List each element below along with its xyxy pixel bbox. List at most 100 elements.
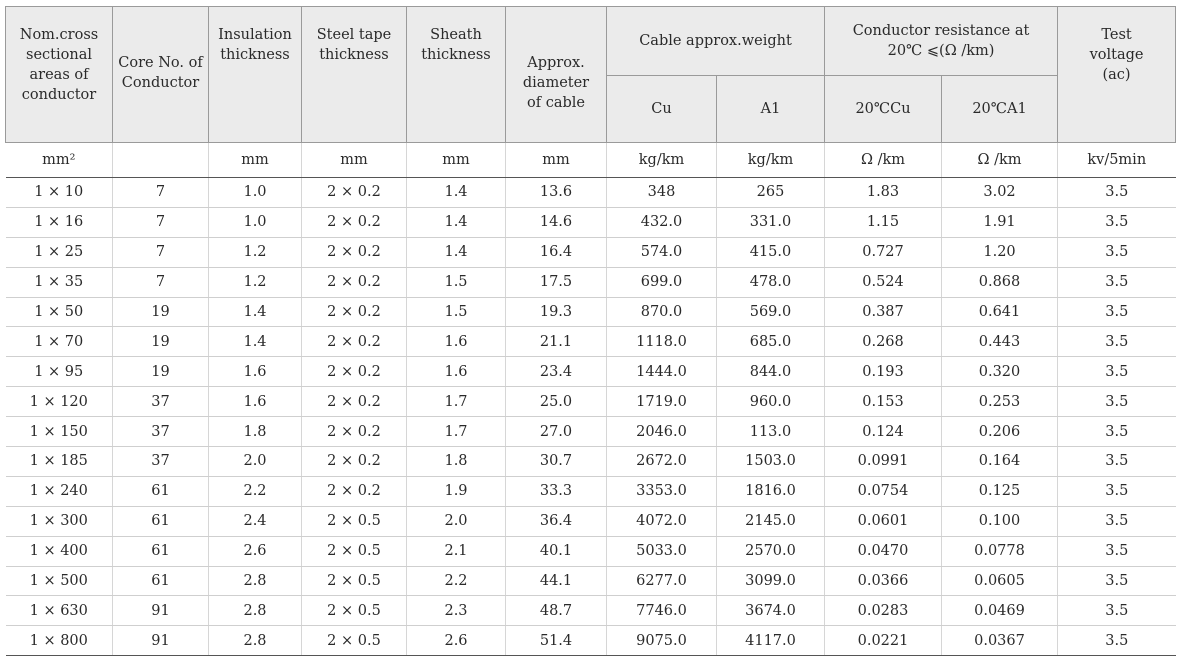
cell-sheath: 2.3: [406, 595, 506, 627]
cell-test-voltage: 3.5: [1057, 177, 1176, 208]
cell-weight-cu: 574.0: [606, 237, 717, 268]
cell-res-al: 0.253: [940, 386, 1058, 418]
table-header: Nom.cross sectional areas of conductor C…: [5, 6, 1177, 143]
unit-insulation: mm: [208, 142, 302, 178]
cell-res-cu: 0.0366: [824, 566, 942, 597]
unit-core-no: [112, 142, 209, 178]
cell-steel-tape: 2 × 0.2: [301, 297, 407, 328]
cell-nom-area: 1 × 70: [5, 326, 113, 358]
cell-weight-cu: 348: [606, 177, 717, 208]
cell-sheath: 2.0: [406, 506, 506, 537]
cell-diameter: 48.7: [505, 595, 607, 627]
cell-diameter: 30.7: [505, 446, 607, 477]
unit-diameter: mm: [505, 142, 607, 178]
cell-nom-area: 1 × 25: [5, 237, 113, 268]
cell-weight-al: 113.0: [716, 416, 825, 448]
cell-test-voltage: 3.5: [1057, 356, 1176, 388]
cell-sheath: 1.8: [406, 446, 506, 477]
cell-test-voltage: 3.5: [1057, 566, 1176, 597]
cell-steel-tape: 2 × 0.2: [301, 356, 407, 388]
cell-test-voltage: 3.5: [1057, 595, 1176, 627]
cell-weight-cu: 6277.0: [606, 566, 717, 597]
cell-nom-area: 1 × 35: [5, 267, 113, 298]
table-row: 1 × 400 61 2.6 2 × 0.5 2.1 40.1 5033.0 2570.0 0.…: [5, 536, 1176, 567]
header-res-al: 20℃A1: [940, 75, 1059, 143]
cell-weight-cu: 2046.0: [606, 416, 717, 448]
cell-insulation: 1.6: [208, 356, 302, 388]
cell-sheath: 1.6: [406, 326, 506, 358]
cell-weight-cu: 2672.0: [606, 446, 717, 477]
cell-test-voltage: 3.5: [1057, 297, 1176, 328]
cell-nom-area: 1 × 400: [5, 536, 113, 567]
cell-steel-tape: 2 × 0.5: [301, 595, 407, 627]
cell-insulation: 1.2: [208, 267, 302, 298]
cell-core-no: 61: [112, 506, 209, 537]
cell-test-voltage: 3.5: [1057, 237, 1176, 268]
cell-res-cu: 0.0283: [824, 595, 942, 627]
unit-weight-cu: kg/km: [606, 142, 717, 178]
cell-insulation: 2.6: [208, 536, 302, 567]
cell-sheath: 2.2: [406, 566, 506, 597]
cell-weight-cu: 432.0: [606, 207, 717, 238]
header-core-no: Core No. of Conductor: [112, 6, 209, 143]
cell-core-no: 7: [112, 207, 209, 238]
cell-res-cu: 1.15: [824, 207, 942, 238]
cell-nom-area: 1 × 10: [5, 177, 113, 208]
cell-weight-al: 331.0: [716, 207, 825, 238]
header-weight-al: A1: [716, 75, 825, 143]
cell-diameter: 21.1: [505, 326, 607, 358]
cell-insulation: 2.8: [208, 625, 302, 656]
table-row: 1 × 240 61 2.2 2 × 0.2 1.9 33.3 3353.0 1816.0 0.…: [5, 476, 1176, 507]
cell-res-al: 0.0469: [940, 595, 1058, 627]
cell-test-voltage: 3.5: [1057, 416, 1176, 448]
cell-insulation: 1.4: [208, 326, 302, 358]
unit-nom-area: mm²: [5, 142, 113, 178]
cell-res-al: 1.20: [940, 237, 1058, 268]
cell-core-no: 19: [112, 297, 209, 328]
cell-res-al: 0.206: [940, 416, 1058, 448]
cell-res-al: 1.91: [940, 207, 1058, 238]
cell-core-no: 61: [112, 536, 209, 567]
cell-weight-cu: 4072.0: [606, 506, 717, 537]
cell-test-voltage: 3.5: [1057, 506, 1176, 537]
cell-core-no: 19: [112, 326, 209, 358]
cell-diameter: 44.1: [505, 566, 607, 597]
cell-steel-tape: 2 × 0.5: [301, 536, 407, 567]
cell-weight-cu: 870.0: [606, 297, 717, 328]
cell-res-cu: 0.268: [824, 326, 942, 358]
cell-diameter: 19.3: [505, 297, 607, 328]
cell-weight-cu: 699.0: [606, 267, 717, 298]
table-row: 1 × 95 19 1.6 2 × 0.2 1.6 23.4 1444.0 844.0 0.19…: [5, 356, 1176, 388]
cell-nom-area: 1 × 185: [5, 446, 113, 477]
cell-nom-area: 1 × 120: [5, 386, 113, 418]
cell-diameter: 17.5: [505, 267, 607, 298]
data-rows: 1 × 10 7 1.0 2 × 0.2 1.4 13.6 348 265 1.83 3.02 3.…: [5, 177, 1176, 656]
cell-core-no: 91: [112, 625, 209, 656]
cell-diameter: 16.4: [505, 237, 607, 268]
cell-nom-area: 1 × 240: [5, 476, 113, 507]
cell-core-no: 19: [112, 356, 209, 388]
unit-res-cu: Ω /km: [824, 142, 942, 178]
cell-steel-tape: 2 × 0.5: [301, 625, 407, 656]
header-insulation: Insulation thickness: [208, 6, 302, 143]
cell-weight-al: 265: [716, 177, 825, 208]
cell-nom-area: 1 × 500: [5, 566, 113, 597]
cell-nom-area: 1 × 630: [5, 595, 113, 627]
header-steel-tape: Steel tape thickness: [301, 6, 407, 143]
cell-res-cu: 0.124: [824, 416, 942, 448]
cell-diameter: 14.6: [505, 207, 607, 238]
cell-weight-al: 3099.0: [716, 566, 825, 597]
table-row: 1 × 150 37 1.8 2 × 0.2 1.7 27.0 2046.0 113.0 0.1…: [5, 416, 1176, 448]
cell-weight-al: 960.0: [716, 386, 825, 418]
cell-res-al: 0.443: [940, 326, 1058, 358]
cell-steel-tape: 2 × 0.2: [301, 476, 407, 507]
cell-core-no: 7: [112, 177, 209, 208]
table-row: 1 × 300 61 2.4 2 × 0.5 2.0 36.4 4072.0 2145.0 0.…: [5, 506, 1176, 537]
cell-core-no: 37: [112, 386, 209, 418]
cell-weight-cu: 1444.0: [606, 356, 717, 388]
cell-nom-area: 1 × 16: [5, 207, 113, 238]
cell-weight-cu: 1719.0: [606, 386, 717, 418]
cell-res-cu: 0.0470: [824, 536, 942, 567]
cell-res-cu: 0.387: [824, 297, 942, 328]
header-weight-cu: Cu: [606, 75, 717, 143]
